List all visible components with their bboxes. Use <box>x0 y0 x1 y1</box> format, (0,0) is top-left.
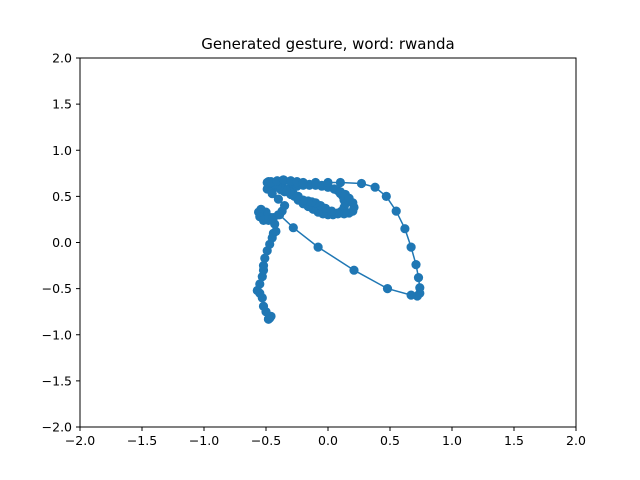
y-tick-label: 1.5 <box>52 97 72 112</box>
data-point <box>406 290 416 300</box>
data-point <box>323 177 333 188</box>
data-point <box>280 201 290 211</box>
data-point <box>411 260 421 270</box>
plot-layer <box>252 175 425 324</box>
data-point <box>275 210 285 220</box>
data-point <box>381 191 391 201</box>
data-point <box>311 177 321 188</box>
data-point <box>255 279 265 289</box>
y-tick-label: −2.0 <box>42 420 72 435</box>
y-tick-label: 1.0 <box>52 143 72 158</box>
data-point <box>400 224 410 234</box>
y-tick-label: 0.0 <box>52 235 72 250</box>
x-tick-label: 1.0 <box>442 433 462 448</box>
y-tick-label: 0.5 <box>52 189 72 204</box>
data-point <box>298 177 308 188</box>
axes-layer: −2.0 −1.5 −1.0 −0.5 0.0 0.5 1.0 1.5 2.0 −2.0 −1.5 −… <box>42 51 586 449</box>
data-point <box>356 178 367 189</box>
data-point <box>391 206 401 216</box>
x-tick-label: −0.5 <box>251 433 281 448</box>
data-point <box>288 223 298 233</box>
data-point <box>258 261 269 271</box>
data-point <box>382 284 393 294</box>
y-tick-label: 2.0 <box>52 51 72 66</box>
data-point <box>335 177 345 188</box>
y-tick-label: −1.0 <box>42 327 72 342</box>
x-tick-label: −2.0 <box>65 433 95 448</box>
x-tick-label: 2.0 <box>566 433 586 448</box>
data-point <box>271 226 281 236</box>
data-point <box>349 265 359 275</box>
x-tick-label: 0.0 <box>318 433 338 448</box>
x-tick-label: −1.0 <box>189 433 219 448</box>
y-tick-label: −1.5 <box>42 373 72 388</box>
x-tick-label: 1.5 <box>504 433 524 448</box>
chart-title: Generated gesture, word: rwanda <box>201 35 454 53</box>
data-point <box>278 175 288 185</box>
data-point <box>273 194 283 204</box>
data-point <box>413 273 424 283</box>
data-point <box>260 253 270 263</box>
data-point <box>370 182 380 192</box>
data-point <box>258 301 269 311</box>
x-tick-label: 0.5 <box>380 433 400 448</box>
y-tick-label: −0.5 <box>42 281 72 296</box>
data-point <box>313 242 323 252</box>
data-point <box>406 242 416 252</box>
x-tick-label: −1.5 <box>127 433 157 448</box>
